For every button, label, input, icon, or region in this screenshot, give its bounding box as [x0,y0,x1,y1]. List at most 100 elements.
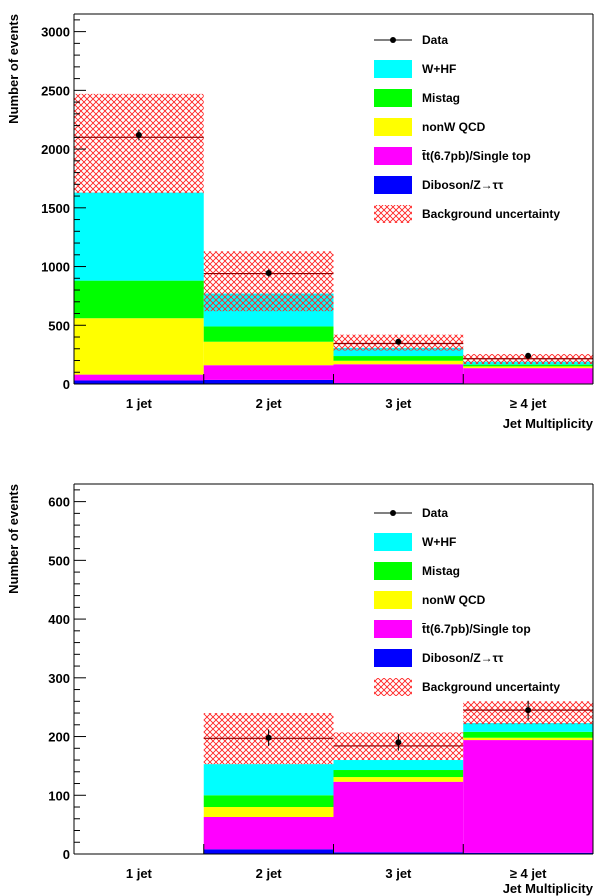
bar-ttbar-single-top [463,368,593,384]
y-tick-label: 3000 [41,25,70,40]
bar-mistag [203,326,334,342]
y-tick-label: 600 [48,495,70,510]
x-tick-label: ≥ 4 jet [510,866,547,881]
legend-data-marker [390,37,396,43]
x-tick-label: 2 jet [256,396,283,411]
bar-mistag [463,731,593,738]
bar-mistag [203,795,334,808]
bar-w-hf [74,192,204,281]
legend-label: Background uncertainty [422,680,560,694]
y-tick-label: 300 [48,671,70,686]
bar-nonw-qcd [74,318,204,375]
y-tick-label: 1500 [41,201,70,216]
bar-ttbar-single-top [203,365,334,380]
legend-swatch [374,118,412,136]
y-tick-label: 2000 [41,142,70,157]
data-point [525,707,532,714]
legend-label: Mistag [422,564,460,578]
y-tick-label: 200 [48,730,70,745]
legend-label: nonW QCD [422,120,486,134]
bar-ttbar-single-top [463,740,593,853]
legend-label: W+HF [422,535,456,549]
x-tick-label: 3 jet [385,866,412,881]
bar-ttbar-single-top [74,374,204,381]
legend-swatch [374,562,412,580]
stacked-bars [203,723,593,854]
bar-w-hf [333,347,464,357]
bar-diboson [333,852,464,854]
bar-nonw-qcd [463,366,593,369]
bar-nonw-qcd [333,360,464,365]
legend-data-marker [390,510,396,516]
bar-nonw-qcd [203,341,334,366]
bar-ttbar-single-top [333,781,464,853]
legend-label: Diboson/Z→ττ [422,178,504,192]
legend-hatch-swatch [374,205,412,223]
bar-diboson [74,380,204,384]
chart-panel-1: 0 500 1000 1500 2000 2500 3000 1 jet 2 jet 3 jet ≥… [6,13,594,431]
legend-label: Diboson/Z→ττ [422,651,504,665]
uncertainty-band [74,93,204,194]
bar-w-hf [463,723,593,732]
bar-diboson [203,849,334,854]
legend-label: Data [422,506,448,520]
legend-swatch [374,620,412,638]
x-axis-title: Jet Multiplicity [503,416,594,431]
legend-label: W+HF [422,62,456,76]
x-tick-label: ≥ 4 jet [510,396,547,411]
bar-nonw-qcd [333,777,464,782]
data-point [265,734,272,741]
legend-label: nonW QCD [422,593,486,607]
bar-diboson [463,852,593,854]
y-tick-label: 400 [48,612,70,627]
x-tick-label: 1 jet [126,396,153,411]
x-tick-label: 1 jet [126,866,153,881]
y-tick-label: 500 [48,553,70,568]
legend-swatch [374,591,412,609]
bar-ttbar-single-top [203,817,334,850]
chart-panel-2: 0 100 200 300 400 500 600 1 jet 2 jet 3 jet ≥ 4 je… [6,483,594,896]
data-points [265,700,532,751]
x-axis-title: Jet Multiplicity [503,881,594,896]
data-point [265,270,272,276]
x-tick-label: 2 jet [256,866,283,881]
y-tick-label: 500 [48,318,70,333]
bar-w-hf [333,760,464,771]
bar-ttbar-single-top [333,364,464,384]
data-point [525,352,532,359]
bar-mistag [74,280,204,319]
legend-label: t̄t(6.7pb)/Single top [422,622,531,636]
bar-diboson [203,379,334,384]
y-axis-title: Number of events [6,484,21,594]
legend-swatch [374,60,412,78]
legend-swatch [374,147,412,165]
x-tick-label: 3 jet [385,396,412,411]
bar-mistag [333,356,464,361]
y-axis-title: Number of events [6,14,21,124]
y-tick-label: 1000 [41,260,70,275]
y-tick-label: 100 [48,788,70,803]
bar-nonw-qcd [463,737,593,741]
data-points [135,129,532,359]
legend: Data W+HF Mistag nonW QCD t̄t(6.7pb)/Single … [374,33,560,223]
bar-mistag [333,770,464,778]
legend-swatch [374,649,412,667]
y-tick-label: 0 [63,377,70,392]
legend: Data W+HF Mistag nonW QCD t̄t(6.7pb)/Single … [374,506,560,696]
y-tick-label: 0 [63,847,70,862]
bar-w-hf [203,764,334,796]
bar-mistag [463,364,593,367]
legend-label: Background uncertainty [422,207,560,221]
uncertainty-band [203,251,334,312]
bar-nonw-qcd [203,807,334,817]
legend-label: Mistag [422,91,460,105]
legend-swatch [374,89,412,107]
legend-hatch-swatch [374,678,412,696]
data-point [395,739,402,746]
data-point [395,338,402,345]
legend-swatch [374,533,412,551]
y-tick-label: 2500 [41,83,70,98]
data-point [135,131,142,138]
legend-label: Data [422,33,448,47]
